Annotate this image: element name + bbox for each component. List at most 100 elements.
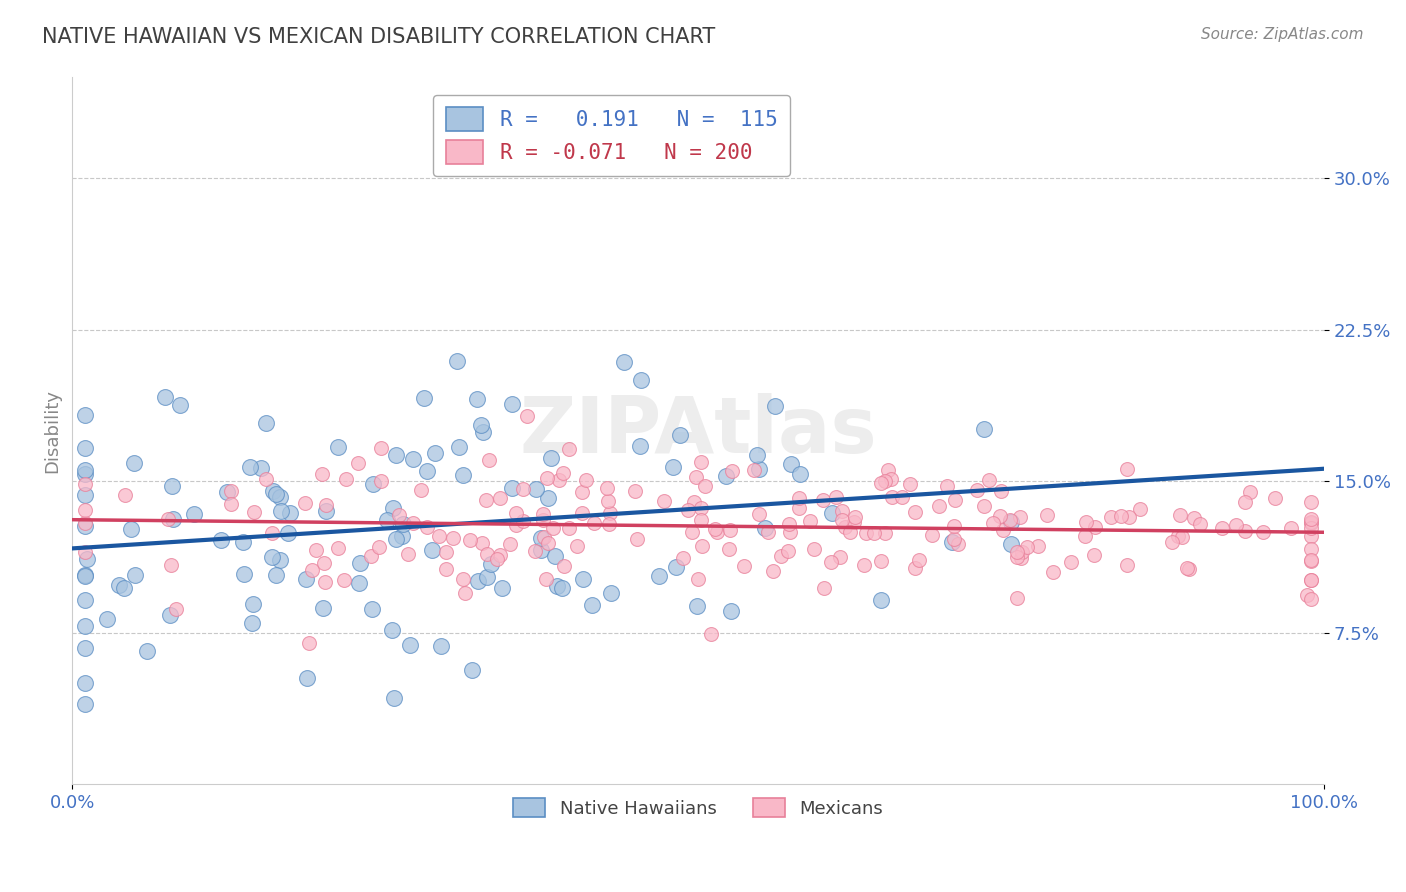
Point [551,581,574,595]
Point [557,442,579,456]
Point [876,463,898,477]
Point [1083,549,1105,563]
Point [219,483,242,498]
Point [209,533,232,547]
Point [1234,495,1257,509]
Point [243,505,266,519]
Point [368,541,391,555]
Point [544,549,567,563]
Point [1239,485,1261,500]
Point [787,491,810,505]
Point [262,484,284,499]
Point [531,513,554,527]
Point [73,477,96,491]
Point [1010,551,1032,566]
Point [977,473,1000,487]
Point [242,598,264,612]
Point [942,532,965,546]
Point [1005,550,1028,565]
Point [534,572,557,586]
Point [396,547,419,561]
Point [183,507,205,521]
Point [314,574,336,589]
Point [441,531,464,545]
Point [706,524,728,539]
Point [898,476,921,491]
Point [264,568,287,582]
Point [689,455,711,469]
Point [1168,508,1191,522]
Point [543,521,565,535]
Point [297,636,319,650]
Point [553,559,575,574]
Point [943,492,966,507]
Point [73,467,96,481]
Point [73,408,96,422]
Point [1182,510,1205,524]
Point [169,399,191,413]
Point [813,493,835,508]
Point [434,562,457,576]
Point [700,626,723,640]
Point [159,608,181,623]
Point [669,428,692,442]
Point [844,515,866,529]
Point [73,516,96,531]
Point [485,551,508,566]
Point [1084,520,1107,534]
Point [690,513,713,527]
Point [613,355,636,369]
Point [714,469,737,483]
Point [596,481,619,495]
Point [686,599,709,613]
Point [1042,566,1064,580]
Point [1301,573,1323,587]
Point [1010,510,1032,524]
Point [1301,516,1323,530]
Point [904,505,927,519]
Point [312,601,335,615]
Point [1225,518,1247,533]
Point [360,549,382,563]
Point [413,392,436,406]
Point [489,548,512,562]
Point [813,582,835,596]
Point [941,535,963,549]
Point [598,493,620,508]
Point [461,663,484,677]
Legend: Native Hawaiians, Mexicans: Native Hawaiians, Mexicans [506,791,890,825]
Point [779,524,801,539]
Point [558,520,581,534]
Point [446,353,468,368]
Point [998,513,1021,527]
Point [1301,495,1323,509]
Point [1301,542,1323,557]
Point [991,523,1014,537]
Point [572,572,595,586]
Point [880,472,903,486]
Point [921,528,943,542]
Point [686,572,709,586]
Point [1301,573,1323,587]
Point [839,524,862,539]
Point [1109,508,1132,523]
Point [1264,491,1286,506]
Point [928,500,950,514]
Point [312,556,335,570]
Point [530,531,553,545]
Point [416,520,439,534]
Point [748,462,770,476]
Point [942,518,965,533]
Point [672,550,695,565]
Point [1177,562,1199,576]
Point [537,491,560,506]
Point [73,640,96,655]
Point [624,484,647,499]
Point [904,560,927,574]
Point [598,516,620,531]
Point [73,545,96,559]
Point [458,533,481,548]
Y-axis label: Disability: Disability [44,389,60,473]
Point [124,568,146,582]
Point [869,593,891,607]
